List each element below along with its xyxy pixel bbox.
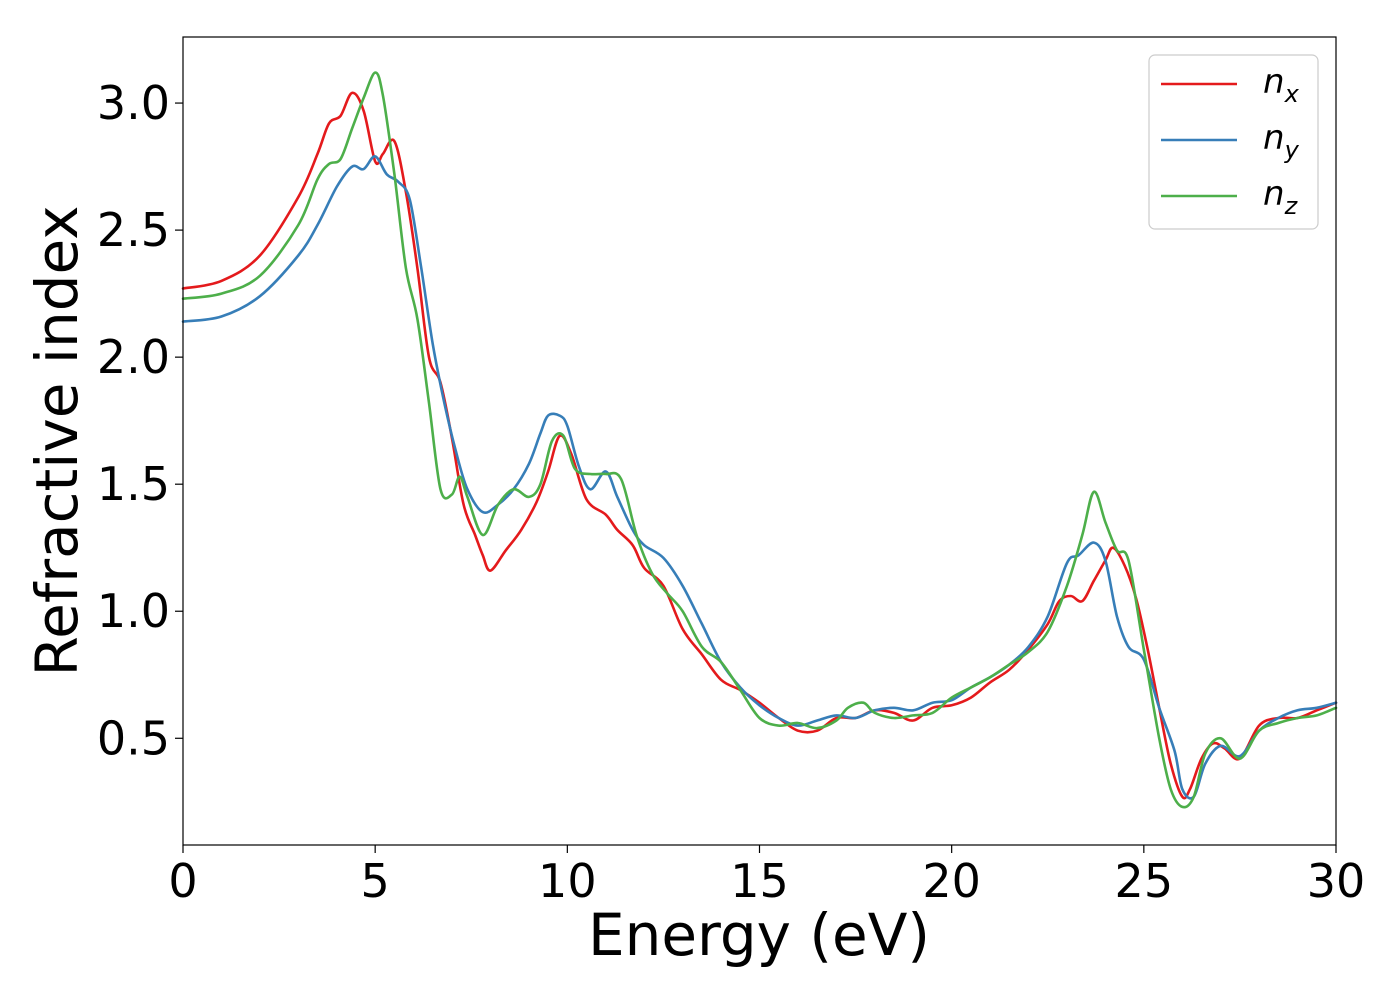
series-line-nz (181, 71, 1338, 809)
y-axis-label: Refractive index (23, 205, 91, 676)
legend-box (1148, 54, 1319, 230)
series-line-nx (181, 91, 1338, 800)
x-tick-label: 30 (1307, 854, 1366, 908)
y-tick-label: 0.5 (97, 711, 170, 765)
series-layer (181, 71, 1338, 809)
x-axis-ticks: 0 5 10 15 20 25 30 (168, 845, 1365, 908)
x-tick-label: 5 (361, 854, 390, 908)
y-tick-label: 1.5 (97, 457, 170, 511)
y-axis-ticks: 0.5 1.0 1.5 2.0 2.5 3.0 (97, 76, 183, 765)
y-tick-label: 1.0 (97, 584, 170, 638)
y-tick-label: 2.0 (97, 330, 170, 384)
x-tick-label: 20 (922, 854, 981, 908)
y-tick-label: 3.0 (97, 76, 170, 130)
x-tick-label: 15 (730, 854, 789, 908)
x-axis-label: Energy (eV) (588, 901, 930, 969)
y-tick-label: 2.5 (97, 203, 170, 257)
x-tick-label: 10 (538, 854, 597, 908)
x-tick-label: 25 (1115, 854, 1174, 908)
x-tick-label: 0 (168, 854, 197, 908)
